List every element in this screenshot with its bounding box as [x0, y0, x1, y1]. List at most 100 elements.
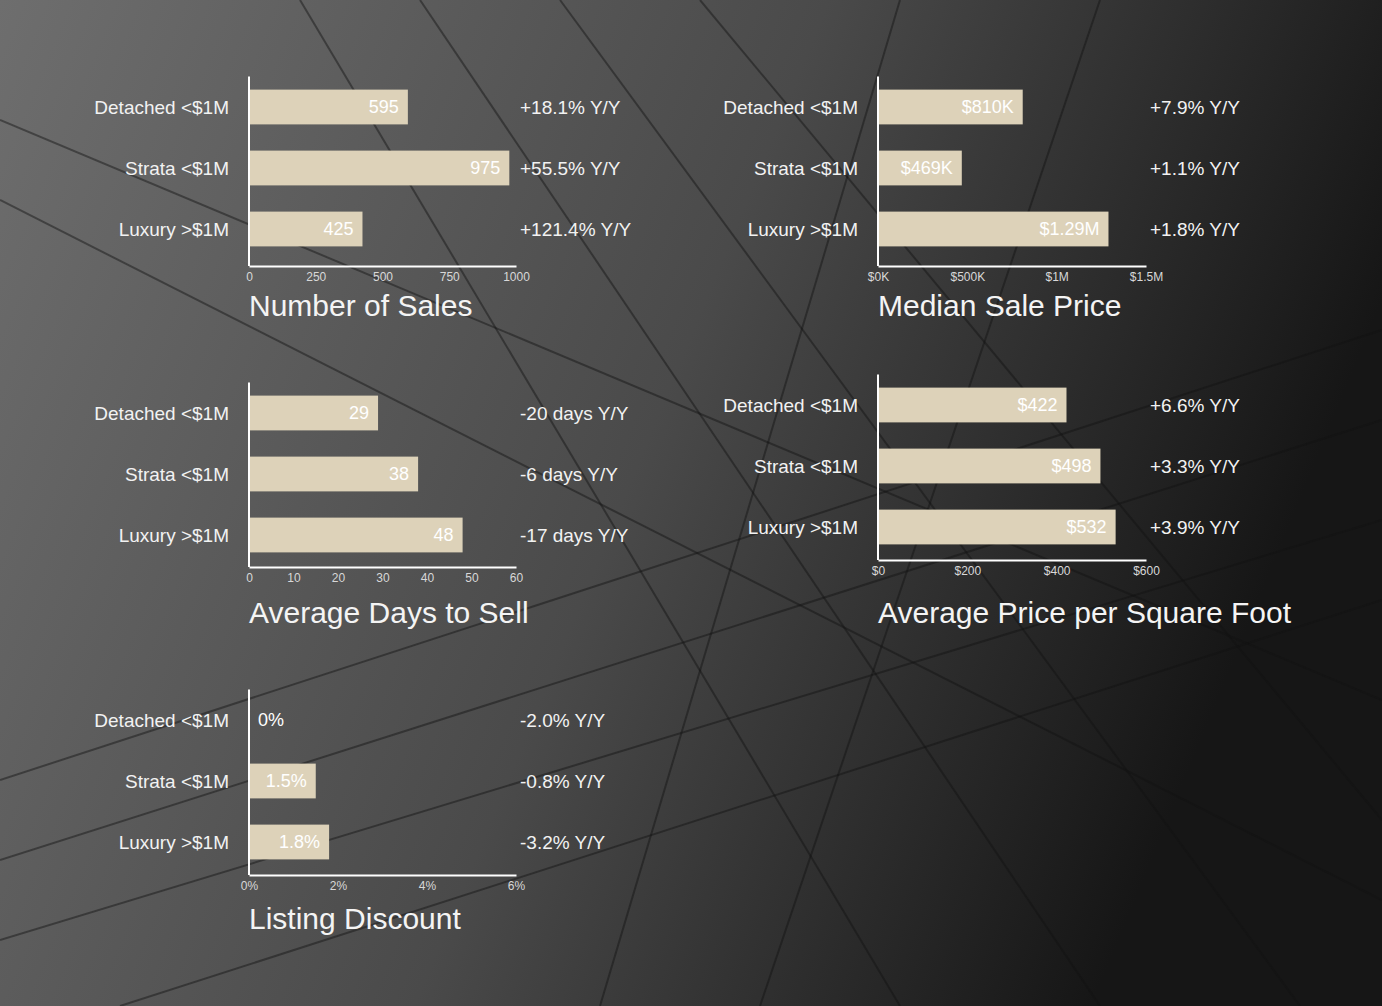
data-label: $532: [1067, 517, 1107, 537]
data-label: $469K: [901, 158, 953, 178]
bar-chart: $0K$500K$1M$1.5MDetached <$1MStrata <$1M…: [723, 77, 1240, 322]
tick: 30: [376, 567, 390, 585]
data-label: 595: [369, 97, 399, 117]
data-label: $498: [1051, 456, 1091, 476]
background-line: [0, 520, 1382, 940]
annotation: +6.6% Y/Y: [1150, 395, 1240, 416]
data-label: 0%: [258, 710, 284, 730]
tick-label: 10: [287, 571, 301, 585]
annotation: -17 days Y/Y: [520, 525, 629, 546]
background-line: [420, 0, 1100, 1006]
tick-label: 2%: [330, 879, 348, 893]
data-label: 1.8%: [279, 832, 320, 852]
bar: [249, 151, 509, 186]
annotation: +1.1% Y/Y: [1150, 158, 1240, 179]
y-axis-line: [877, 77, 879, 267]
tick-label: 1000: [503, 270, 530, 284]
tick: $1M: [1045, 266, 1068, 284]
x-axis: 0%2%4%6%: [241, 875, 526, 893]
x-axis: 0 10 20 30 40 50 60: [246, 567, 523, 585]
tick-label: 0: [246, 270, 253, 284]
bar-chart: 0102030405060Detached <$1MStrata <$1MLux…: [94, 383, 628, 629]
data-label: 38: [389, 464, 409, 484]
tick-label: 40: [421, 571, 435, 585]
tick: $200: [954, 560, 981, 578]
tick: $600: [1133, 560, 1160, 578]
chart-title: Median Sale Price: [878, 289, 1121, 322]
axis-line: [250, 567, 517, 569]
tick: 10: [287, 567, 301, 585]
bar-chart: 0%2%4%6%Detached <$1MStrata <$1MLuxury >…: [94, 690, 605, 935]
annotation: +18.1% Y/Y: [520, 97, 621, 118]
annotation: -0.8% Y/Y: [520, 771, 606, 792]
background-line: [0, 120, 1382, 700]
chart-title: Listing Discount: [249, 902, 461, 935]
axis-line: [250, 875, 517, 877]
annotation: -20 days Y/Y: [520, 403, 629, 424]
bar: [878, 510, 1116, 545]
bar: [249, 518, 463, 553]
category-label: Detached <$1M: [94, 403, 229, 424]
y-axis-line: [248, 77, 250, 267]
tick-label: 0: [246, 571, 253, 585]
tick: 0: [246, 266, 253, 284]
tick: 6%: [508, 875, 526, 893]
x-axis: $0K$500K$1M$1.5M: [868, 266, 1163, 284]
tick-label: 30: [376, 571, 390, 585]
axis-line: [879, 266, 1147, 268]
bar: [878, 212, 1108, 247]
bars: [878, 90, 1108, 247]
tick: $400: [1044, 560, 1071, 578]
annotation: +1.8% Y/Y: [1150, 219, 1240, 240]
annotation: +3.9% Y/Y: [1150, 517, 1240, 538]
bar-chart: $0$200$400$600Detached <$1MStrata <$1MLu…: [723, 375, 1291, 629]
bar: [878, 388, 1066, 423]
tick: 50: [465, 567, 479, 585]
tick: 2%: [330, 875, 348, 893]
tick-label: 6%: [508, 879, 526, 893]
tick-label: 20: [332, 571, 346, 585]
category-label: Strata <$1M: [125, 158, 229, 179]
tick: $1.5M: [1130, 266, 1163, 284]
tick-label: $600: [1133, 564, 1160, 578]
bar: [249, 825, 329, 860]
annotation: +55.5% Y/Y: [520, 158, 621, 179]
background-line: [560, 0, 1300, 1006]
bar: [249, 396, 378, 431]
bar-chart: 02505007501000Detached <$1MStrata <$1MLu…: [94, 77, 631, 322]
tick-label: $0K: [868, 270, 889, 284]
background-line: [760, 0, 1100, 1006]
tick-label: 250: [306, 270, 326, 284]
tick: 40: [421, 567, 435, 585]
tick: 750: [440, 266, 460, 284]
tick: 60: [510, 567, 524, 585]
category-label: Detached <$1M: [94, 97, 229, 118]
tick-label: $1M: [1045, 270, 1068, 284]
tick: 20: [332, 567, 346, 585]
x-axis: 0 250 500 750 1000: [246, 266, 530, 284]
tick: $0: [872, 560, 886, 578]
bars: [249, 764, 329, 860]
axis-line: [250, 266, 517, 268]
annotation: +7.9% Y/Y: [1150, 97, 1240, 118]
annotation: +121.4% Y/Y: [520, 219, 631, 240]
data-label: $422: [1017, 395, 1057, 415]
background-lines: [0, 0, 1382, 1006]
y-axis-line: [248, 383, 250, 568]
category-label: Strata <$1M: [125, 771, 229, 792]
bar: [249, 764, 316, 799]
bar: [249, 90, 408, 125]
bar: [249, 457, 418, 492]
axis-line: [879, 560, 1147, 562]
tick-label: $200: [954, 564, 981, 578]
category-label: Detached <$1M: [723, 97, 858, 118]
tick-label: 50: [465, 571, 479, 585]
background-line: [600, 0, 900, 1006]
tick: 500: [373, 266, 393, 284]
tick-label: 60: [510, 571, 524, 585]
annotation: -2.0% Y/Y: [520, 710, 606, 731]
annotation: -3.2% Y/Y: [520, 832, 606, 853]
category-label: Strata <$1M: [125, 464, 229, 485]
tick-label: 500: [373, 270, 393, 284]
background-line: [0, 200, 1382, 900]
